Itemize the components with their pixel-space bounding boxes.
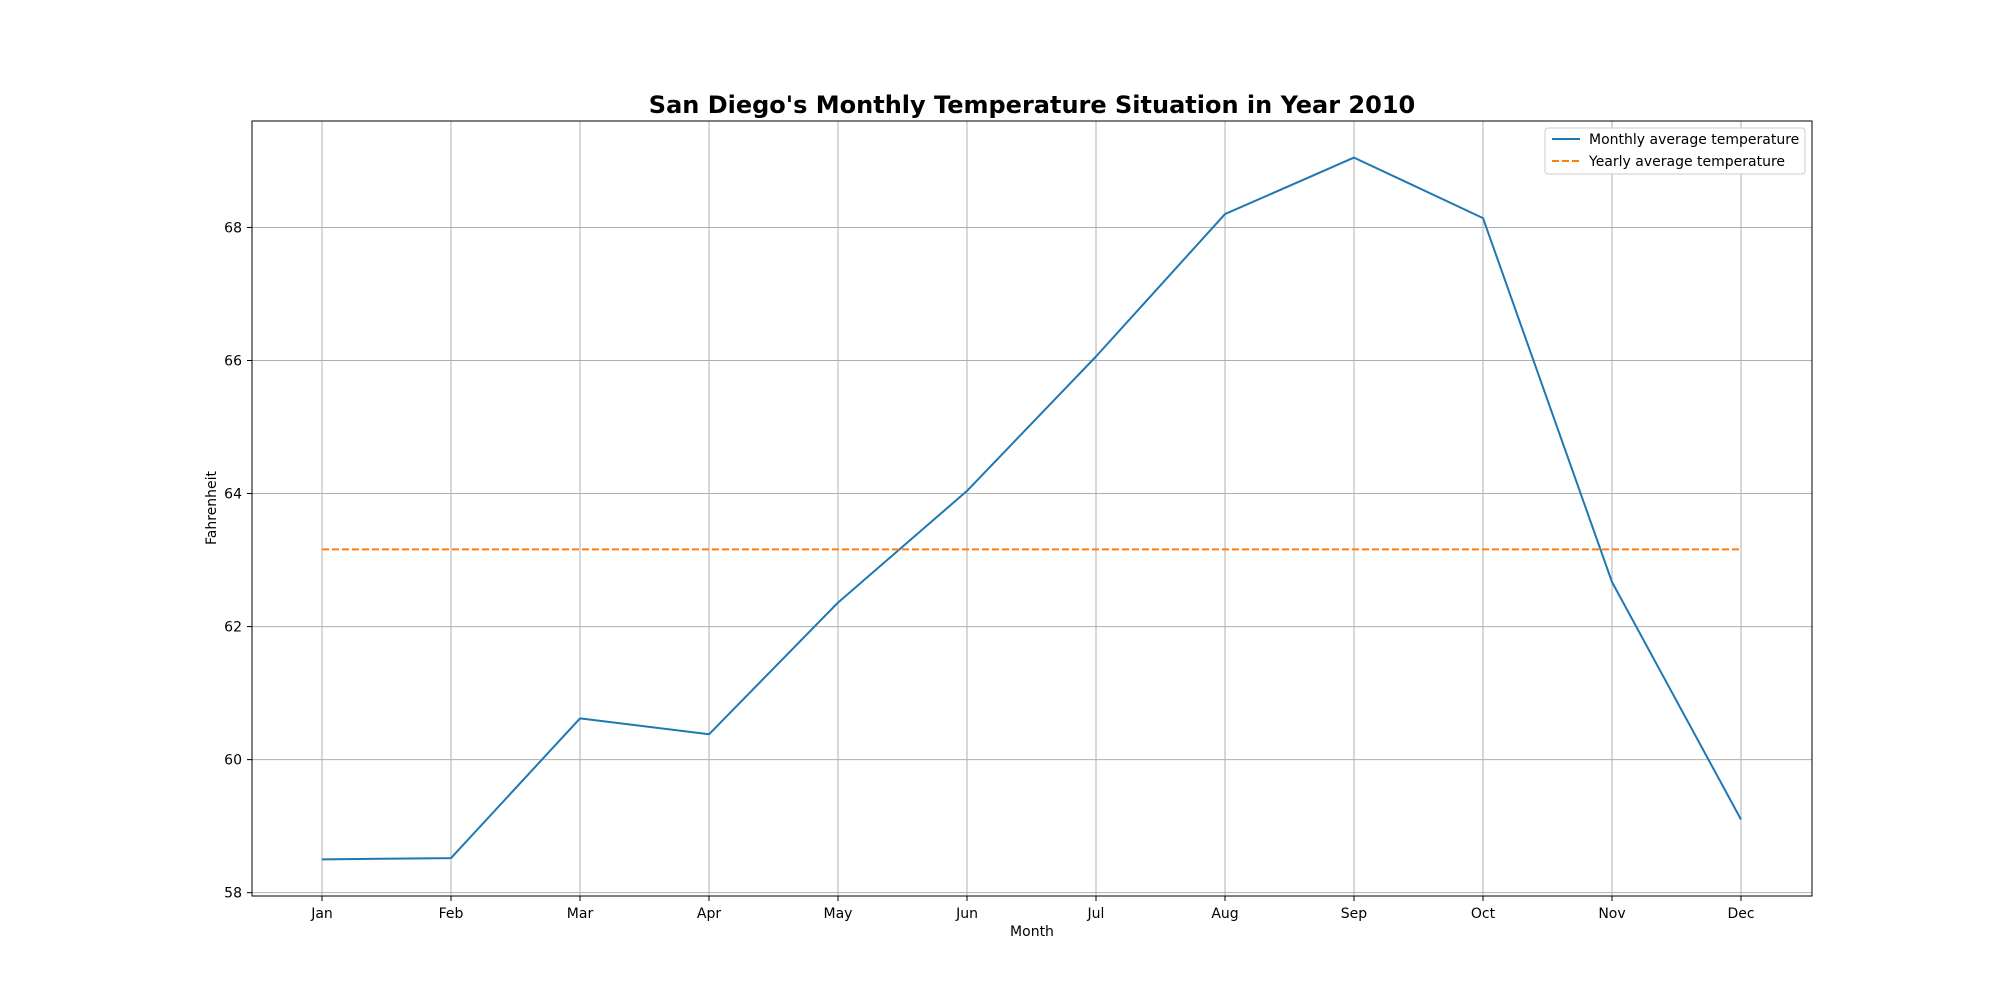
x-tick-label: Oct <box>1471 906 1496 922</box>
plot-frame <box>251 120 1813 897</box>
y-tick-label: 64 <box>224 487 242 503</box>
x-tick-label: Jun <box>955 906 978 922</box>
grid <box>252 121 1812 896</box>
x-tick-label: Mar <box>567 906 594 922</box>
chart-title: San Diego's Monthly Temperature Situatio… <box>649 91 1415 119</box>
legend-box <box>1544 127 1806 175</box>
x-tick-label: Feb <box>439 906 464 922</box>
plot-area <box>252 121 1812 896</box>
x-axis-ticks: Jan Feb Mar Apr May Jun Jul Aug Sep Oct Nov Dec <box>310 896 1755 922</box>
x-tick-label: Jan <box>310 906 333 922</box>
y-tick-label: 62 <box>224 620 242 636</box>
x-tick-label: Aug <box>1211 906 1238 922</box>
y-tick-label: 66 <box>224 353 242 369</box>
y-axis-ticks: 58 60 62 64 66 68 <box>224 220 252 902</box>
legend-label-yearly: Yearly average temperature <box>1588 154 1785 170</box>
x-tick-label: Dec <box>1727 906 1754 922</box>
x-tick-label: May <box>824 906 853 922</box>
y-tick-label: 58 <box>224 886 242 902</box>
legend: Monthly average temperature Yearly avera… <box>1544 127 1806 175</box>
x-axis-label: Month <box>1010 924 1054 940</box>
y-tick-label: 60 <box>224 753 242 769</box>
monthly-average-line <box>321 156 1742 861</box>
y-tick-label: 68 <box>224 220 242 236</box>
x-tick-label: Nov <box>1598 906 1625 922</box>
x-tick-label: Jul <box>1087 906 1105 922</box>
x-tick-label: Sep <box>1341 906 1368 922</box>
x-tick-label: Apr <box>697 906 721 922</box>
series-layer <box>321 156 1742 861</box>
y-axis-label: Fahrenheit <box>204 470 220 545</box>
legend-label-monthly: Monthly average temperature <box>1589 132 1799 148</box>
